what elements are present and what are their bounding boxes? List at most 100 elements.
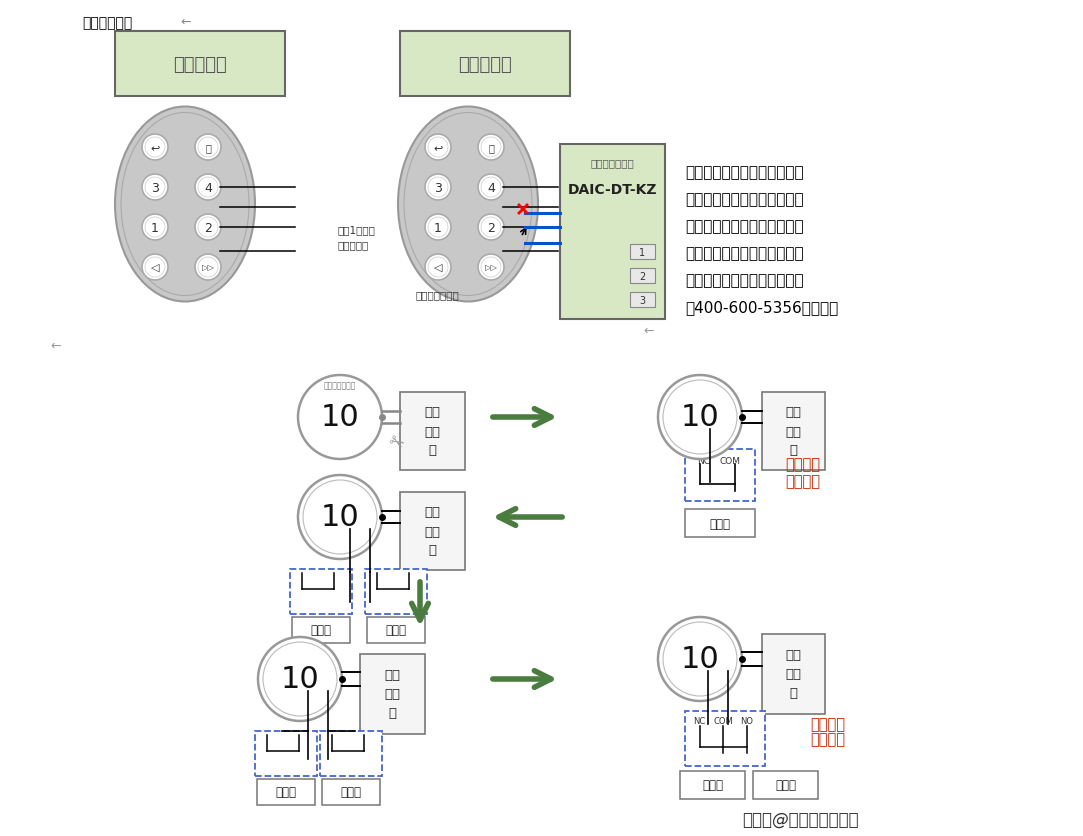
Text: 4: 4 — [487, 181, 495, 194]
Text: 注意：电梯品牌型号不同，接: 注意：电梯品牌型号不同，接 — [686, 165, 804, 180]
Text: COM: COM — [713, 716, 733, 726]
Text: 3: 3 — [639, 296, 645, 306]
Bar — [367, 617, 425, 643]
Text: 4: 4 — [204, 181, 212, 194]
Text: 单继电器: 单继电器 — [785, 457, 820, 472]
Text: 一般1楼公共
楼层不受控: 一般1楼公共 楼层不受控 — [337, 226, 375, 250]
Text: 继电器: 继电器 — [386, 624, 406, 637]
Text: 电梯
逻辑
器: 电梯 逻辑 器 — [425, 506, 441, 557]
Circle shape — [425, 175, 451, 201]
Text: 10: 10 — [680, 403, 719, 432]
Text: 3: 3 — [151, 181, 159, 194]
Circle shape — [142, 135, 168, 161]
Text: 🔔: 🔔 — [488, 143, 494, 153]
Text: 10: 10 — [280, 665, 319, 694]
Text: NO: NO — [740, 716, 753, 726]
Text: ←: ← — [643, 324, 653, 338]
Text: 电梯
逻辑
器: 电梯 逻辑 器 — [425, 406, 441, 457]
Text: DAIC-DT-KZ: DAIC-DT-KZ — [567, 183, 657, 196]
Bar — [686, 450, 755, 502]
Circle shape — [478, 215, 504, 241]
Text: 2: 2 — [204, 222, 212, 234]
Text: 控制方式: 控制方式 — [785, 474, 820, 489]
Bar — [400, 492, 465, 570]
Bar — [686, 711, 765, 766]
Text: 继电器: 继电器 — [709, 517, 731, 530]
Circle shape — [425, 215, 451, 241]
Text: 双继电器: 双继电器 — [810, 716, 845, 732]
Circle shape — [142, 175, 168, 201]
Text: 1: 1 — [434, 222, 442, 234]
Text: ←: ← — [50, 339, 61, 353]
Bar — [290, 569, 352, 614]
Text: 原电梯系统: 原电梯系统 — [173, 55, 226, 74]
Bar — [686, 509, 755, 538]
Text: 板；日立，蒂森，奥的斯，通: 板；日立，蒂森，奥的斯，通 — [686, 246, 804, 261]
Text: 原电梯接线断开: 原电梯接线断开 — [415, 289, 459, 299]
Text: 搜狐号@深圳市多奥科技: 搜狐号@深圳市多奥科技 — [742, 810, 859, 828]
Text: 服400-600-5356沟通细节: 服400-600-5356沟通细节 — [686, 299, 838, 314]
Bar — [322, 779, 380, 805]
Text: 10: 10 — [680, 645, 719, 674]
Text: NC: NC — [693, 716, 705, 726]
Circle shape — [195, 175, 221, 201]
Circle shape — [195, 215, 221, 241]
Text: ✂: ✂ — [384, 431, 406, 454]
Text: ↩: ↩ — [433, 143, 443, 153]
Circle shape — [258, 637, 342, 721]
Text: 电梯
逻辑
器: 电梯 逻辑 器 — [384, 669, 401, 720]
Text: 继电器: 继电器 — [275, 786, 297, 798]
Text: 1: 1 — [639, 247, 645, 257]
Circle shape — [298, 476, 382, 559]
Bar — [630, 268, 655, 283]
Circle shape — [425, 255, 451, 281]
Text: 2: 2 — [639, 272, 645, 282]
Bar — [257, 779, 315, 805]
Text: NC: NC — [697, 457, 710, 466]
Text: 控制方式: 控制方式 — [810, 732, 845, 747]
Circle shape — [298, 375, 382, 460]
Text: 继电器: 继电器 — [311, 624, 331, 637]
Circle shape — [195, 135, 221, 161]
Text: 继电器: 继电器 — [775, 778, 796, 792]
Text: 菱，迅达某些型号需专业转接: 菱，迅达某些型号需专业转接 — [686, 219, 804, 234]
Bar — [753, 771, 818, 799]
Text: ↩: ↩ — [151, 143, 159, 153]
Text: 电梯楼层控制板: 电梯楼层控制板 — [590, 158, 635, 168]
Text: 电梯
逻辑
器: 电梯 逻辑 器 — [785, 406, 801, 457]
Bar — [115, 32, 285, 97]
Text: COM: COM — [720, 457, 741, 466]
Ellipse shape — [397, 107, 538, 302]
Bar — [292, 617, 350, 643]
Circle shape — [425, 135, 451, 161]
Text: ▷▷: ▷▷ — [201, 263, 214, 273]
Text: ◁: ◁ — [434, 263, 442, 273]
Circle shape — [658, 375, 742, 460]
Text: 10: 10 — [321, 403, 360, 432]
Circle shape — [195, 255, 221, 281]
Text: 10: 10 — [321, 503, 360, 532]
Circle shape — [142, 255, 168, 281]
Text: 电梯
逻辑
器: 电梯 逻辑 器 — [785, 649, 801, 700]
Bar — [630, 245, 655, 260]
Bar — [560, 145, 665, 319]
Bar — [400, 393, 465, 471]
Text: 继电器: 继电器 — [340, 786, 362, 798]
Circle shape — [478, 255, 504, 281]
Text: 【破线控制】: 【破线控制】 — [82, 16, 132, 30]
Bar — [365, 569, 427, 614]
Circle shape — [478, 135, 504, 161]
Bar — [400, 32, 570, 97]
Bar — [762, 393, 825, 471]
Text: 原电梯系统: 原电梯系统 — [458, 55, 512, 74]
Text: 1: 1 — [151, 222, 159, 234]
Text: 线方式有很大的差别特别是三: 线方式有很大的差别特别是三 — [686, 191, 804, 206]
Text: 🔔: 🔔 — [205, 143, 211, 153]
Text: ←: ← — [180, 16, 191, 29]
Circle shape — [658, 617, 742, 701]
Ellipse shape — [115, 107, 255, 302]
Bar — [630, 293, 655, 308]
Bar — [319, 732, 382, 776]
Bar — [255, 732, 317, 776]
Text: 深圳市多奥科技: 深圳市多奥科技 — [324, 381, 356, 390]
